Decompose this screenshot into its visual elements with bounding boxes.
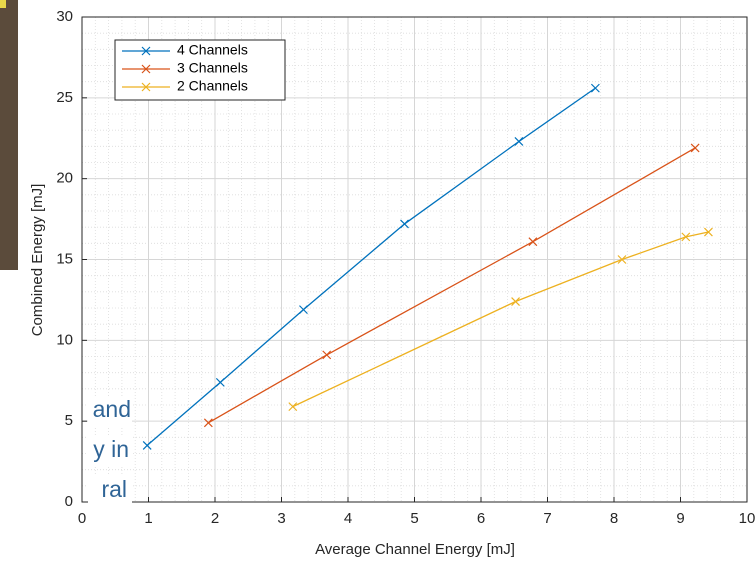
x-tick-label: 5 <box>410 510 418 527</box>
series-line <box>208 147 696 424</box>
marker <box>704 227 713 237</box>
x-tick-label: 0 <box>78 510 86 527</box>
side-text-bg <box>88 476 132 506</box>
x-tick-label: 3 <box>277 510 285 527</box>
x-tick-label: 8 <box>610 510 618 527</box>
y-tick-label: 5 <box>65 412 73 429</box>
x-tick-label: 9 <box>676 510 684 527</box>
side-text-bg <box>88 396 132 426</box>
marker <box>528 237 538 247</box>
legend-marker <box>141 64 151 74</box>
legend-label: 3 Channels <box>177 60 248 76</box>
side-text: y in <box>93 436 129 462</box>
x-axis-label: Average Channel Energy [mJ] <box>315 541 515 558</box>
marker <box>514 137 524 146</box>
marker <box>681 232 691 242</box>
marker <box>322 350 332 360</box>
marker <box>617 255 627 264</box>
side-text: and <box>93 396 131 422</box>
side-text-bg <box>88 436 132 466</box>
marker <box>690 143 700 153</box>
marker <box>511 297 521 306</box>
x-tick-label: 1 <box>144 510 152 527</box>
legend-marker <box>141 82 151 92</box>
y-tick-label: 15 <box>56 250 73 267</box>
series-line <box>146 87 596 446</box>
y-tick-label: 10 <box>56 331 73 348</box>
y-tick-label: 30 <box>56 8 73 25</box>
marker <box>215 377 225 387</box>
x-tick-label: 7 <box>543 510 551 527</box>
x-tick-label: 6 <box>477 510 485 527</box>
legend-marker <box>141 46 151 56</box>
y-axis-label: Combined Energy [mJ] <box>29 184 46 337</box>
marker <box>299 305 308 315</box>
x-tick-label: 10 <box>739 510 756 527</box>
x-tick-label: 4 <box>344 510 352 527</box>
photo-fragment <box>0 0 18 270</box>
y-tick-label: 25 <box>56 89 73 106</box>
marker <box>590 83 600 93</box>
marker <box>288 402 298 412</box>
marker <box>203 418 213 428</box>
marker <box>400 219 409 229</box>
y-tick-label: 0 <box>65 493 73 510</box>
side-text: ral <box>101 476 127 502</box>
legend-label: 4 Channels <box>177 42 248 58</box>
photo-highlight <box>0 0 6 8</box>
marker <box>142 440 152 450</box>
axes-box <box>81 16 748 503</box>
y-tick-label: 20 <box>56 170 73 187</box>
x-tick-label: 2 <box>211 510 219 527</box>
legend-label: 2 Channels <box>177 78 248 94</box>
